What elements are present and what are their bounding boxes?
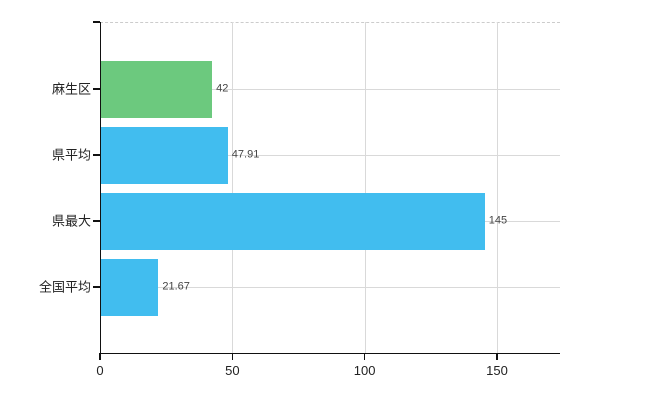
category-label: 県平均 [51, 147, 91, 163]
gridline-vertical [364, 22, 366, 353]
x-axis-tick-label: 0 [96, 363, 104, 378]
gridline-vertical [497, 22, 498, 353]
category-label: 県最大 [51, 213, 91, 229]
y-axis-tick [93, 154, 100, 156]
y-axis-top-tick [93, 21, 100, 23]
gridline-horizontal [100, 89, 560, 90]
x-axis-tick-label: 150 [486, 363, 508, 378]
x-axis-tick [496, 354, 498, 360]
gridline-vertical [232, 22, 234, 353]
y-axis-tick [93, 220, 100, 222]
y-axis-tick [93, 88, 100, 90]
bar [101, 258, 159, 316]
y-axis-tick [93, 286, 100, 288]
bar-value-label: 47.91 [231, 148, 260, 161]
gridline-horizontal [100, 287, 560, 288]
x-axis-tick-label: 50 [225, 363, 240, 378]
x-axis-tick [231, 354, 234, 360]
bar [101, 126, 228, 184]
bar-value-label: 42 [216, 82, 229, 95]
y-axis-line [99, 22, 101, 353]
plot-top-gridline [100, 22, 560, 23]
category-label: 麻生区 [51, 81, 91, 97]
x-axis-tick [363, 354, 366, 360]
x-axis-tick-label: 100 [353, 363, 376, 378]
bar-value-label: 145 [488, 214, 508, 227]
x-axis-tick [99, 354, 101, 360]
bar [101, 192, 485, 250]
x-axis-line [99, 352, 560, 354]
bar-value-label: 21.67 [162, 280, 190, 293]
gridline-horizontal [100, 155, 560, 156]
bar [101, 60, 213, 118]
category-label: 全国平均 [38, 279, 91, 295]
